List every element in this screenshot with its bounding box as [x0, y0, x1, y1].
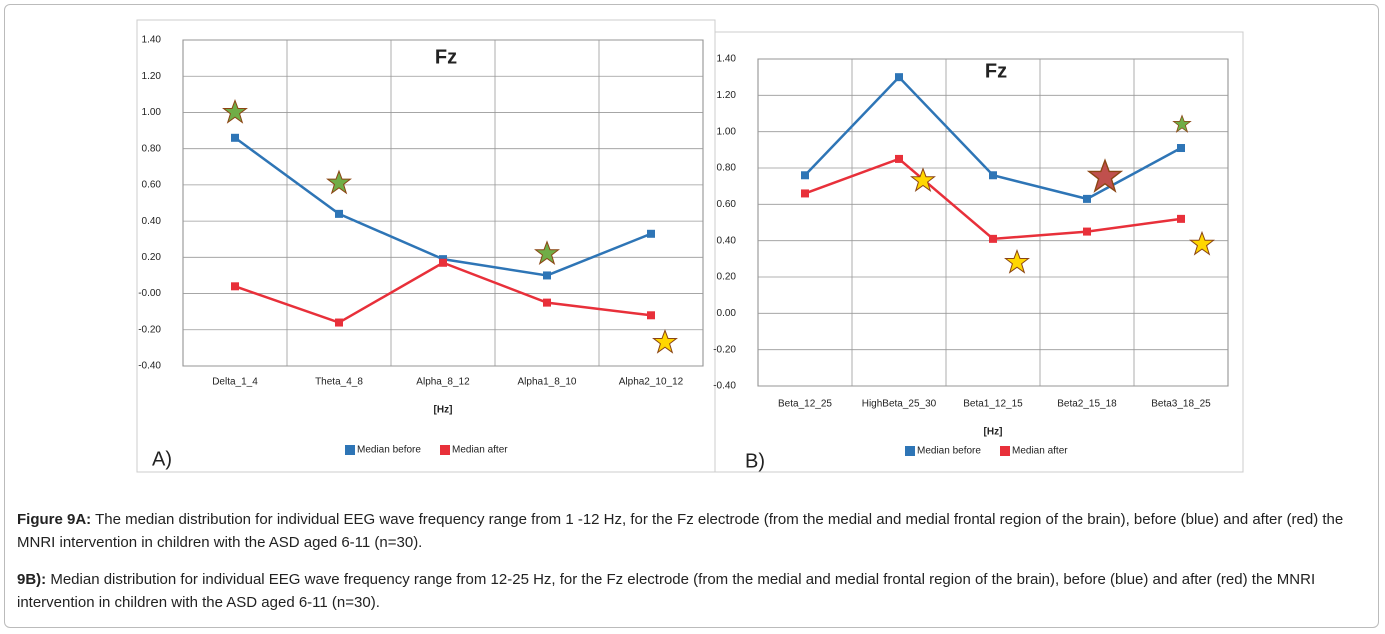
y-tick-label: 0.20 [142, 252, 162, 263]
caption-text: Median distribution for individual EEG w… [17, 571, 1316, 611]
legend-swatch [345, 445, 355, 455]
data-point [801, 171, 809, 180]
x-tick-label: Alpha2_10_12 [619, 377, 684, 388]
data-point [231, 133, 239, 142]
x-tick-label: Beta2_15_18 [1057, 399, 1117, 410]
legend-label: Median before [917, 446, 981, 457]
y-tick-label: 0.60 [717, 199, 737, 210]
data-point [989, 171, 997, 180]
significance-star [1005, 249, 1029, 273]
y-tick-label: 1.40 [717, 54, 737, 65]
panel-border [136, 19, 716, 473]
legend-label: Median before [357, 445, 421, 456]
data-point [335, 318, 343, 327]
legend-swatch [905, 446, 915, 456]
data-point [895, 73, 903, 82]
data-point [543, 298, 551, 307]
significance-star [1190, 231, 1214, 255]
significance-star [653, 329, 677, 353]
y-tick-label: -0.40 [138, 361, 161, 372]
significance-star [223, 99, 247, 123]
significance-star [327, 170, 351, 194]
x-tick-label: Delta_1_4 [212, 377, 258, 388]
chart-title: Fz [985, 60, 1007, 82]
panel-label: B) [745, 450, 765, 472]
panel-label: A) [152, 448, 172, 470]
data-point [989, 234, 997, 243]
y-tick-label: 0.60 [142, 180, 162, 191]
y-tick-label: -0.20 [713, 344, 736, 355]
x-axis-label: [Hz] [984, 427, 1003, 438]
x-tick-label: Beta3_18_25 [1151, 399, 1211, 410]
data-point [895, 154, 903, 163]
y-tick-label: -0.00 [138, 288, 161, 299]
data-point [1177, 144, 1185, 153]
y-tick-label: 1.20 [717, 90, 737, 101]
series-line [234, 136, 652, 277]
data-point [231, 282, 239, 291]
data-point [1177, 214, 1185, 223]
y-tick-label: 0.20 [717, 272, 737, 283]
x-tick-label: Alpha1_8_10 [518, 377, 577, 388]
y-tick-label: 1.20 [142, 71, 162, 82]
data-point [543, 271, 551, 280]
caption-label: 9B): [17, 571, 47, 588]
legend-label: Median after [452, 445, 508, 456]
data-point [647, 311, 655, 320]
data-point [1083, 227, 1091, 236]
legend-swatch [1000, 446, 1010, 456]
figure: 1.40 1.20 1.00 0.80 0.60 0.40 0.20 -0.00 -0.20 -0… [136, 19, 1244, 473]
legend-label: Median after [1012, 446, 1068, 457]
y-tick-label: 0.40 [717, 235, 737, 246]
data-point [801, 189, 809, 198]
x-tick-label: HighBeta_25_30 [862, 399, 937, 410]
figure-frame [4, 4, 1379, 628]
x-axis-label: [Hz] [434, 405, 453, 416]
series-line [234, 261, 652, 324]
data-point [335, 209, 343, 218]
y-tick-label: -0.40 [713, 381, 736, 392]
plot-area [182, 39, 704, 367]
y-tick-label: -0.20 [138, 324, 161, 335]
caption: Figure 9A: The median distribution for i… [17, 508, 1367, 554]
data-point [1083, 194, 1091, 203]
x-tick-label: Theta_4_8 [315, 377, 363, 388]
significance-star [535, 241, 559, 265]
data-point [439, 258, 447, 267]
significance-star [1088, 159, 1122, 192]
x-tick-label: Alpha_8_12 [416, 377, 470, 388]
y-tick-label: 1.40 [142, 35, 162, 46]
significance-star [1173, 115, 1191, 133]
caption: 9B): Median distribution for individual … [17, 568, 1367, 614]
y-tick-label: 1.00 [717, 126, 737, 137]
legend-swatch [440, 445, 450, 455]
y-tick-label: 0.80 [717, 163, 737, 174]
chart-title: Fz [435, 46, 457, 68]
y-tick-label: 0.80 [142, 143, 162, 154]
x-tick-label: Beta1_12_15 [963, 399, 1023, 410]
caption-label: Figure 9A: [17, 511, 92, 528]
y-tick-label: 0.00 [717, 308, 737, 319]
x-tick-label: Beta_12_25 [778, 399, 832, 410]
y-tick-label: 1.00 [142, 107, 162, 118]
data-point [647, 229, 655, 238]
series-line [804, 157, 1182, 241]
y-tick-label: 0.40 [142, 216, 162, 227]
caption-text: The median distribution for individual E… [17, 511, 1344, 551]
panel-border [714, 31, 1244, 473]
